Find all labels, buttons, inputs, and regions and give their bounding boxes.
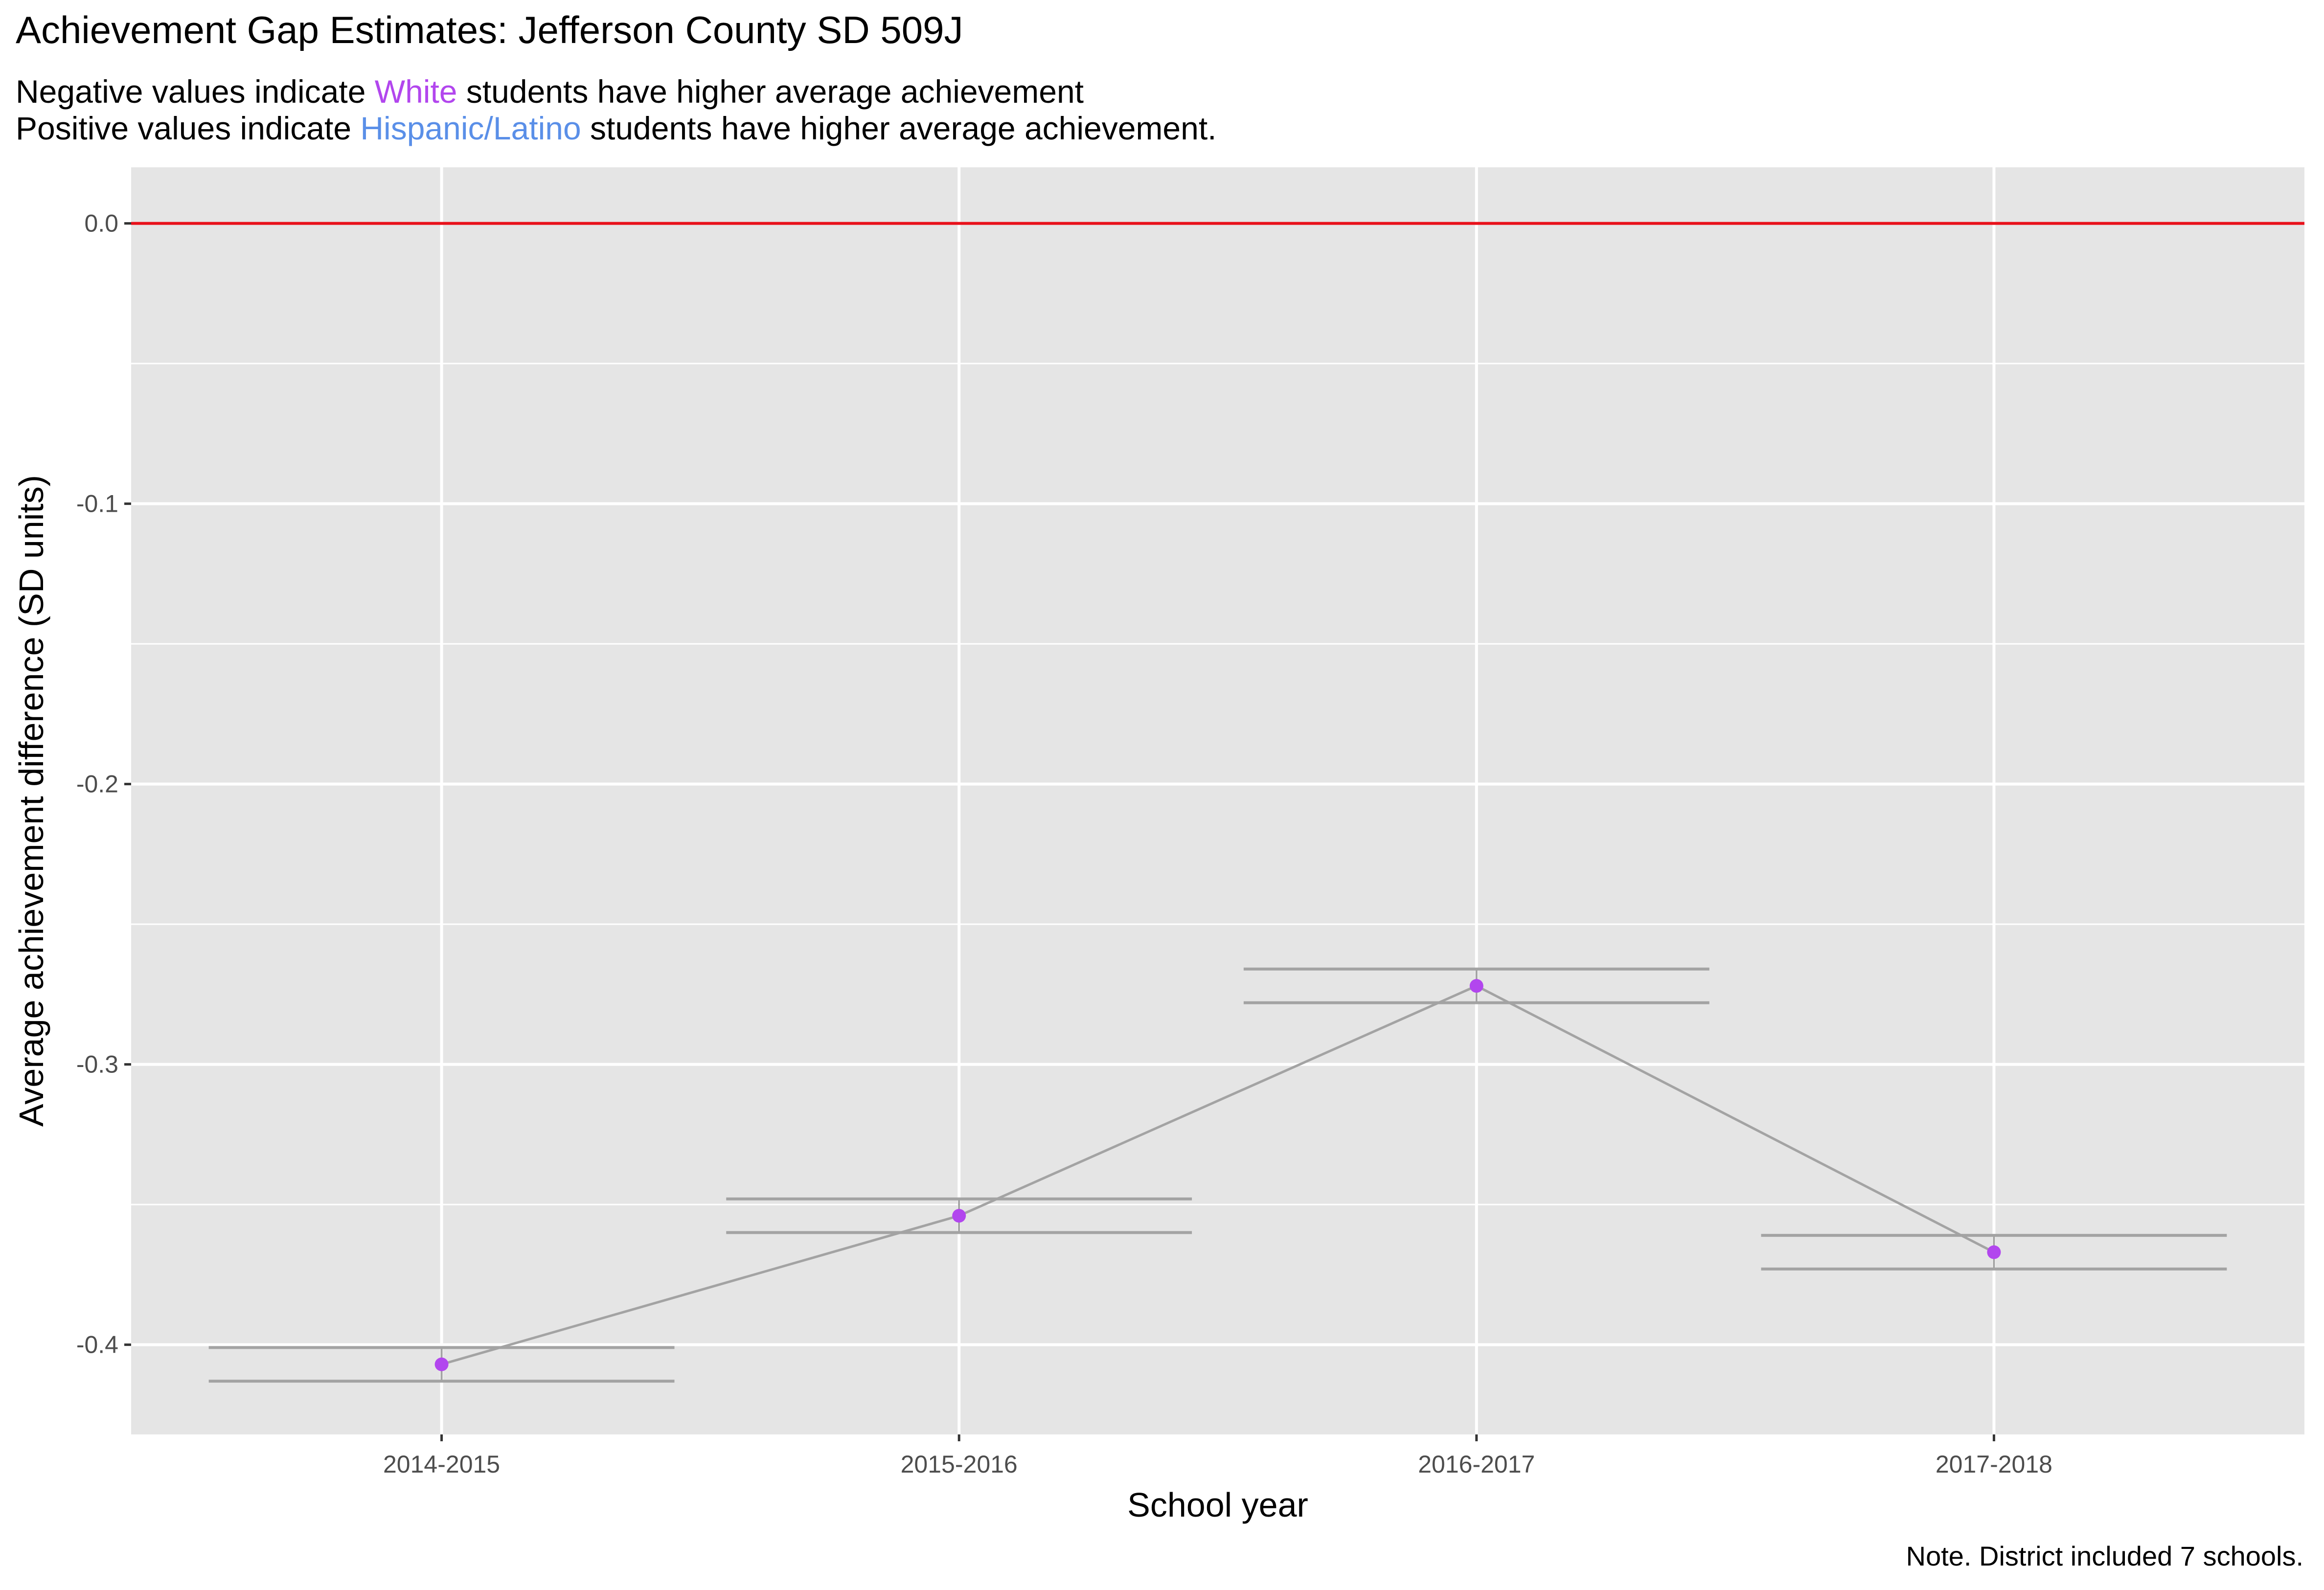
x-tick-label: 2015-2016	[901, 1451, 1018, 1478]
y-axis-label: Average achievement difference (SD units…	[12, 475, 50, 1127]
data-point	[1469, 979, 1483, 993]
plot-panel	[131, 167, 2304, 1434]
chart-subtitle-line-1: Negative values indicate White students …	[16, 73, 1084, 110]
x-tick-label: 2016-2017	[1418, 1451, 1535, 1478]
data-points	[434, 979, 2001, 1371]
x-axis-ticks: 2014-2015 2015-2016 2016-2017 2017-2018	[383, 1434, 2052, 1478]
subtitle-2-before: Positive values indicate	[16, 110, 360, 146]
x-axis-label: School year	[1127, 1486, 1308, 1524]
data-point	[434, 1357, 449, 1371]
minor-gridlines	[131, 363, 2304, 1205]
trend-line	[441, 984, 1995, 1366]
x-tick-label: 2014-2015	[383, 1451, 500, 1478]
subtitle-1-before: Negative values indicate	[16, 73, 375, 110]
y-tick-label: -0.2	[76, 771, 118, 798]
x-tick-label: 2017-2018	[1936, 1451, 2052, 1478]
subtitle-1-after: students have higher average achievement	[457, 73, 1084, 110]
y-tick-label: -0.3	[76, 1051, 118, 1078]
caption-note: Note. District included 7 schools.	[1906, 1541, 2303, 1571]
data-point	[952, 1209, 966, 1223]
chart-subtitle-line-2: Positive values indicate Hispanic/Latino…	[16, 110, 1217, 146]
chart-title: Achievement Gap Estimates: Jefferson Cou…	[16, 8, 963, 51]
data-point	[1987, 1245, 2001, 1259]
subtitle-2-after: students have higher average achievement…	[581, 110, 1217, 146]
trend-line-group	[441, 984, 1995, 1366]
y-tick-label: -0.4	[76, 1331, 118, 1359]
interval-bars	[208, 967, 2227, 1383]
y-tick-label: 0.0	[84, 210, 118, 237]
y-axis-ticks: 0.0 -0.1 -0.2 -0.3 -0.4	[76, 210, 131, 1359]
subtitle-hispanic-label: Hispanic/Latino	[360, 110, 581, 146]
y-tick-label: -0.1	[76, 490, 118, 518]
subtitle-white-label: White	[375, 73, 457, 110]
